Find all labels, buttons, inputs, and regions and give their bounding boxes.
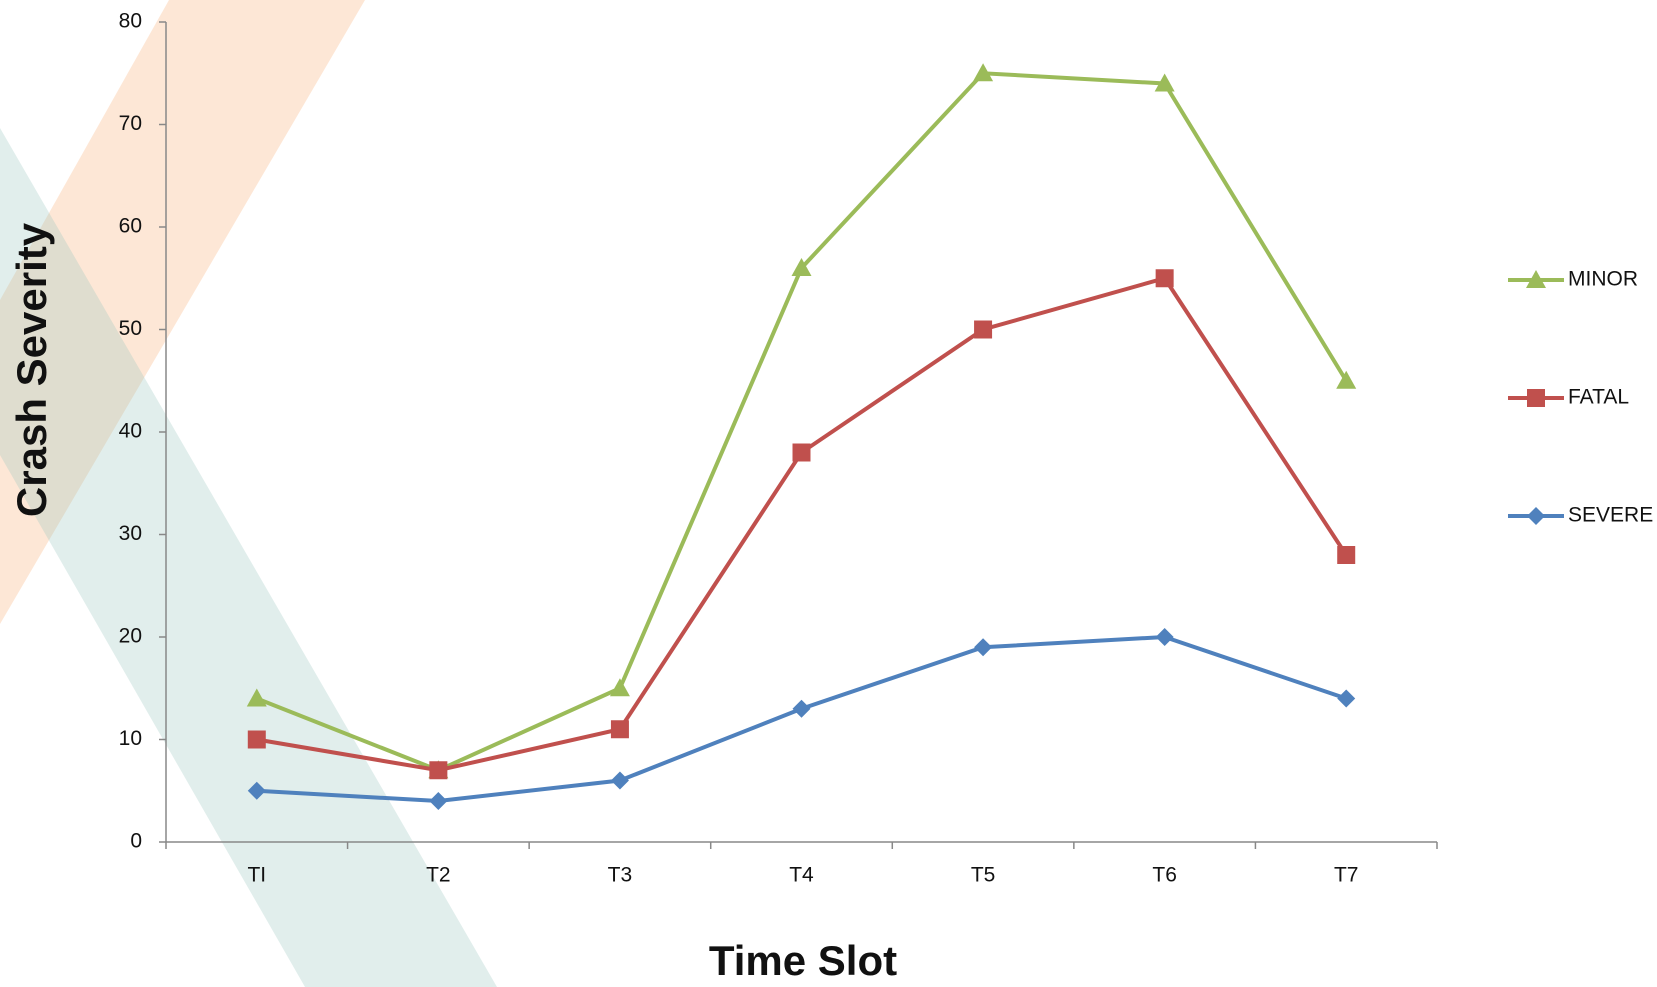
- series-line: [257, 73, 1346, 770]
- y-tick-label: 80: [119, 10, 142, 33]
- marker: [974, 321, 992, 339]
- x-tick-label: T5: [971, 864, 996, 887]
- marker: [1527, 507, 1545, 525]
- y-tick-label: 10: [119, 727, 142, 750]
- page: Time Slot Crash Severity 0 10 20 30 40 50 60 70…: [0, 0, 1657, 987]
- x-tick-label: T7: [1334, 864, 1359, 887]
- x-tick-label: T4: [789, 864, 814, 887]
- x-tick-label: T3: [608, 864, 633, 887]
- chart: Time Slot Crash Severity 0 10 20 30 40 50 60 70…: [0, 0, 1657, 987]
- marker: [1337, 546, 1355, 564]
- x-axis-title: Time Slot: [709, 937, 897, 984]
- marker: [611, 720, 629, 738]
- y-tick-label: 70: [119, 112, 142, 135]
- series-line: [257, 278, 1346, 770]
- legend-label: SEVERE: [1568, 504, 1653, 527]
- legend-label: FATAL: [1568, 386, 1629, 409]
- legend-label: MINOR: [1568, 268, 1638, 291]
- marker: [611, 772, 629, 790]
- marker: [1337, 690, 1355, 708]
- marker: [429, 761, 447, 779]
- marker: [1156, 269, 1174, 287]
- marker: [610, 678, 630, 696]
- x-tick-label: T6: [1152, 864, 1177, 887]
- x-tick-label: TI: [247, 864, 266, 887]
- marker: [1156, 628, 1174, 646]
- y-tick-label: 50: [119, 317, 142, 340]
- y-tick-label: 20: [119, 625, 142, 648]
- marker: [1527, 389, 1545, 407]
- y-tick-label: 30: [119, 522, 142, 545]
- series-line: [257, 637, 1346, 801]
- marker: [974, 638, 992, 656]
- y-tick-label: 40: [119, 420, 142, 443]
- marker: [429, 792, 447, 810]
- marker: [793, 700, 811, 718]
- y-tick-label: 60: [119, 215, 142, 238]
- x-tick-label: T2: [426, 864, 451, 887]
- marker: [793, 444, 811, 462]
- decor-stripe: [0, 128, 497, 987]
- y-tick-label: 0: [130, 830, 142, 853]
- marker: [1336, 371, 1356, 389]
- y-axis-title: Crash Severity: [8, 222, 55, 517]
- marker: [248, 731, 266, 749]
